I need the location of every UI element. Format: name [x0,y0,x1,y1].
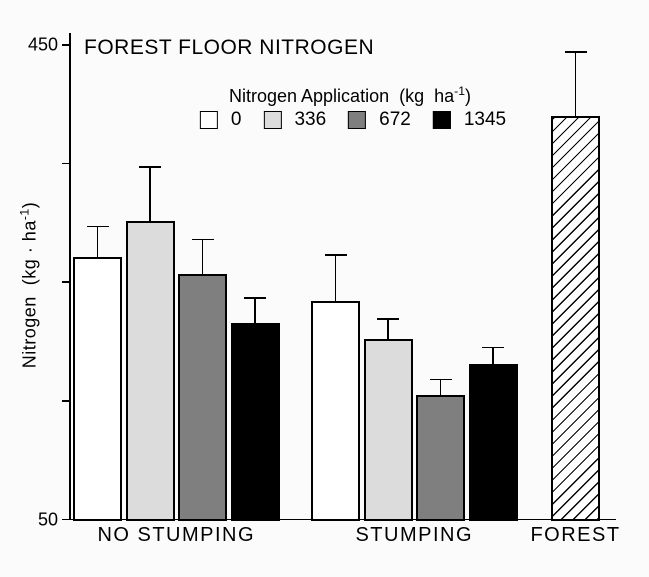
bar-no-stumping-672 [178,273,227,521]
y-axis-label: Nitrogen (kg · ha-1) [18,202,41,368]
error-bar-line [96,226,99,258]
error-bar-line [201,239,204,274]
legend-swatch-672 [348,111,367,129]
legend-swatch-336 [263,111,282,129]
legend-item-label: 0 [230,109,242,130]
legend-swatch-1345 [432,111,451,129]
legend-swatch-0 [199,111,218,129]
bar-no-stumping-0 [73,257,122,521]
error-bar-cap [86,225,109,228]
error-bar-cap [482,346,504,349]
error-bar-cap [324,254,347,256]
error-bar-line [439,379,442,395]
error-bar-cap [564,51,587,53]
bar-stumping-1345 [468,364,518,521]
y-axis-tick-label: 50 [37,509,58,529]
y-axis-label-superscript: -1 [17,208,32,221]
y-axis-tick [62,162,70,165]
bar-stumping-672 [416,394,465,521]
bar-forest [551,116,600,521]
legend-title: Nitrogen Application (kg ha-1) [180,84,520,107]
x-axis-group-label: NO STUMPING [97,524,256,546]
bar-no-stumping-336 [125,220,175,521]
error-bar-cap [139,166,161,169]
error-bar-line [387,319,389,340]
error-bar-cap [244,296,266,299]
legend-item: 336 [263,109,326,131]
error-bar-line [334,254,337,302]
error-bar-cap [191,238,214,241]
legend-item-label: 1345 [463,109,507,130]
bar-stumping-0 [311,301,360,521]
y-axis-tick [62,518,70,521]
error-bar-cap [429,378,452,381]
legend-item-label: 336 [294,109,327,130]
y-axis-tick [62,44,70,46]
legend: 0 336 672 1345 [199,109,507,131]
y-axis-tick-label: 450 [27,34,58,55]
legend-title-text: Nitrogen Application (kg ha [228,86,455,106]
x-axis-group-label: FOREST [530,524,621,546]
bar-no-stumping-1345 [230,322,280,521]
legend-title-superscript: -1 [454,84,466,98]
y-axis-label-suffix: ) [19,201,40,209]
legend-title-suffix: ) [465,86,472,106]
bar-stumping-336 [363,339,413,521]
legend-item-label: 672 [379,109,411,130]
legend-item: 672 [348,109,411,131]
y-axis [69,33,71,520]
y-axis-tick [62,281,70,284]
error-bar-line [149,167,151,221]
y-axis-label-text: Nitrogen (kg · ha [19,220,40,369]
x-axis-group-label: STUMPING [355,524,474,546]
y-axis-tick [62,400,70,402]
error-bar-cap [377,318,399,320]
chart-title: FOREST FLOOR NITROGEN [84,36,375,59]
legend-item: 1345 [432,109,507,131]
error-bar-line [492,347,494,365]
error-bar-line [254,297,256,323]
legend-item: 0 [199,109,242,131]
error-bar-line [574,52,577,117]
